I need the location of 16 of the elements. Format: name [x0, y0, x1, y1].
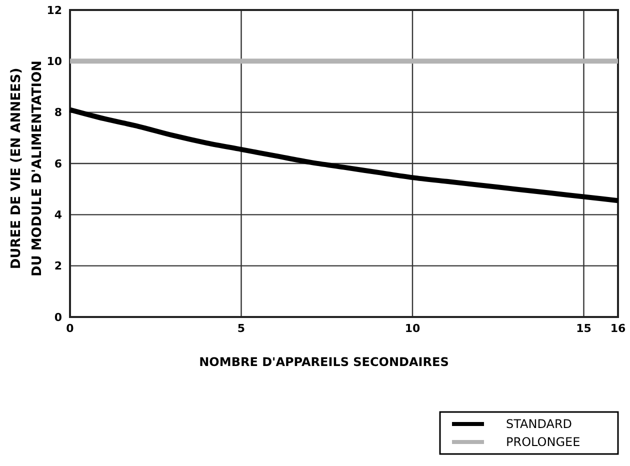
y-tick-label: 10 — [46, 55, 62, 68]
y-tick-label: 8 — [54, 106, 62, 120]
x-tick-label: 10 — [404, 322, 420, 335]
x-axis-title: NOMBRE D'APPAREILS SECONDAIRES — [199, 355, 449, 369]
x-tick-label: 5 — [237, 322, 246, 335]
y-tick-label: 0 — [54, 310, 62, 324]
y-tick-label: 6 — [54, 157, 62, 170]
y-axis-title: DUREE DE VIE (EN ANNEES) DU MODULE D'ALIMENTATION — [9, 60, 45, 277]
y-tick-label: 12 — [46, 4, 62, 17]
legend-label: STANDARD — [506, 417, 572, 432]
y-tick-label: 2 — [54, 260, 62, 273]
y-tick-label: 4 — [54, 208, 62, 222]
legend-label: PROLONGEE — [506, 435, 580, 450]
x-tick-label: 16 — [610, 322, 626, 335]
x-tick-label: 15 — [576, 322, 592, 335]
x-tick-label: 0 — [66, 322, 74, 335]
